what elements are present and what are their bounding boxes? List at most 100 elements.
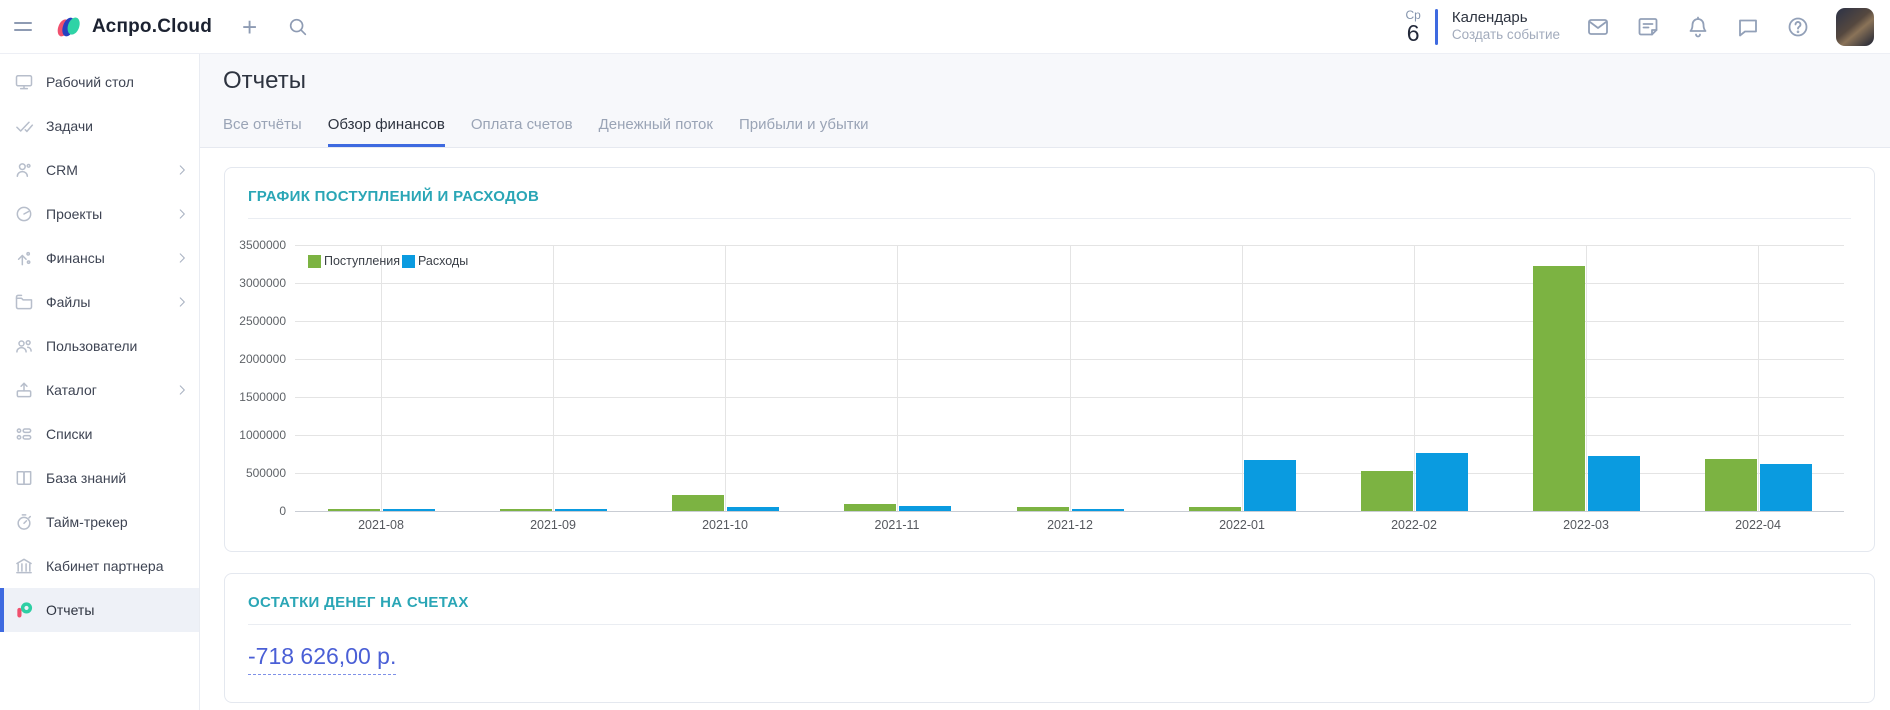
y-axis-tick-label: 2500000 — [239, 314, 286, 328]
bar-expense-2021-12[interactable] — [1072, 509, 1124, 511]
gridline-vertical — [1586, 245, 1587, 511]
gridline-horizontal — [295, 435, 1844, 436]
x-axis-tick-label: 2021-11 — [874, 518, 920, 532]
sidebar-item-catalog[interactable]: Каталог — [0, 368, 199, 412]
partner-icon — [14, 556, 34, 576]
topbar-left: Аспро.Cloud + — [14, 14, 309, 40]
tab-invoice-payment[interactable]: Оплата счетов — [470, 116, 573, 133]
desktop-icon — [14, 72, 34, 92]
topbar-right: Ср 6 Календарь Создать событие — [1406, 7, 1874, 46]
sidebar-item-crm[interactable]: CRM — [0, 148, 199, 192]
chart-card: ГРАФИК ПОСТУПЛЕНИЙ И РАСХОДОВ 3500000 300… — [224, 167, 1875, 552]
chevron-right-icon — [175, 383, 189, 397]
legend-swatch — [401, 254, 415, 268]
gridline-horizontal — [295, 397, 1844, 398]
sidebar: Рабочий стол Задачи CRM Проекты Финансы Файлы… — [0, 54, 200, 710]
chart-card-title: ГРАФИК ПОСТУПЛЕНИЙ И РАСХОДОВ — [248, 188, 540, 205]
legend-item-expense[interactable]: Расходы — [401, 254, 468, 268]
bar-expense-2022-04[interactable] — [1760, 464, 1812, 511]
shell: Рабочий стол Задачи CRM Проекты Финансы Файлы… — [0, 54, 1890, 710]
sidebar-item-label: Отчеты — [46, 602, 95, 618]
tab-profit-loss[interactable]: Прибыли и убытки — [738, 116, 869, 133]
y-axis-tick-label: 3500000 — [239, 238, 286, 252]
bar-income-2021-09[interactable] — [500, 509, 552, 511]
files-icon — [14, 292, 34, 312]
gridline-vertical — [553, 245, 554, 511]
user-avatar[interactable] — [1836, 7, 1874, 46]
gridline-vertical — [1758, 245, 1759, 511]
reports-icon — [14, 600, 34, 620]
balance-card-title: ОСТАТКИ ДЕНЕГ НА СЧЕТАХ — [248, 594, 469, 611]
tab-all-reports[interactable]: Все отчёты — [223, 116, 302, 133]
bar-expense-2022-02[interactable] — [1416, 453, 1468, 511]
sidebar-item-users[interactable]: Пользователи — [0, 324, 199, 368]
bar-expense-2022-03[interactable] — [1588, 456, 1640, 511]
sidebar-item-tasks[interactable]: Задачи — [0, 104, 199, 148]
gridline-horizontal — [295, 245, 1844, 246]
timer-icon — [14, 512, 34, 532]
legend-item-income[interactable]: Поступления — [308, 254, 400, 268]
tab-finance-overview[interactable]: Обзор финансов — [327, 116, 445, 147]
bar-expense-2021-10[interactable] — [727, 507, 779, 511]
brand-logo[interactable]: Аспро.Cloud — [54, 14, 212, 40]
legend-swatch — [308, 254, 321, 268]
lists-icon — [14, 424, 34, 444]
finance-icon — [14, 248, 34, 268]
bar-income-2021-10[interactable] — [672, 495, 724, 511]
sidebar-item-projects[interactable]: Проекты — [0, 192, 199, 236]
tab-cash-flow[interactable]: Денежный поток — [598, 116, 713, 133]
bar-income-2022-02[interactable] — [1361, 471, 1413, 511]
sidebar-item-label: Списки — [46, 426, 93, 442]
sidebar-item-knowledge[interactable]: База знаний — [0, 456, 199, 500]
add-icon[interactable]: + — [242, 11, 258, 42]
calendar-widget[interactable]: Календарь Создать событие — [1452, 9, 1560, 45]
sidebar-item-partner[interactable]: Кабинет партнера — [0, 544, 199, 588]
y-axis-tick-label: 0 — [279, 504, 286, 518]
bar-income-2021-12[interactable] — [1017, 507, 1069, 511]
bar-expense-2021-11[interactable] — [899, 506, 951, 511]
bar-income-2021-08[interactable] — [328, 509, 380, 511]
chevron-right-icon — [175, 207, 189, 221]
gridline-vertical — [381, 245, 382, 511]
x-axis-tick-label: 2021-10 — [702, 518, 748, 532]
y-axis-tick-label: 500000 — [245, 466, 286, 480]
bar-income-2022-01[interactable] — [1189, 507, 1241, 511]
bar-income-2022-04[interactable] — [1705, 459, 1757, 511]
calendar-title: Календарь — [1451, 8, 1528, 26]
account-balance-link[interactable]: -718 626,00 р. — [248, 643, 397, 675]
bar-expense-2021-08[interactable] — [383, 509, 435, 511]
knowledge-icon — [14, 468, 34, 488]
help-icon[interactable] — [1786, 15, 1810, 39]
sidebar-item-lists[interactable]: Списки — [0, 412, 199, 456]
chart-legend: Поступления Расходы — [308, 254, 470, 268]
calendar-create-event[interactable]: Создать событие — [1451, 27, 1560, 43]
y-axis-tick-label: 2000000 — [239, 352, 286, 366]
users-icon — [14, 336, 34, 356]
sidebar-item-finance[interactable]: Финансы — [0, 236, 199, 280]
income-expense-chart: 3500000 3000000 2500000 2000000 1500000 10000… — [239, 233, 1860, 545]
sidebar-item-timer[interactable]: Тайм-трекер — [0, 500, 199, 544]
bar-expense-2021-09[interactable] — [555, 509, 607, 511]
sidebar-item-label: Кабинет партнера — [46, 558, 164, 574]
gridline-vertical — [1070, 245, 1071, 511]
sidebar-item-reports[interactable]: Отчеты — [0, 588, 199, 632]
logo-icon — [54, 14, 84, 40]
bar-expense-2022-01[interactable] — [1244, 460, 1296, 511]
date-day: 6 — [1406, 19, 1420, 46]
notes-icon[interactable] — [1636, 15, 1660, 39]
sidebar-item-files[interactable]: Файлы — [0, 280, 199, 324]
tasks-icon — [14, 116, 34, 136]
bar-income-2021-11[interactable] — [844, 504, 896, 511]
chat-icon[interactable] — [1736, 15, 1760, 39]
search-icon[interactable] — [287, 16, 309, 38]
chevron-right-icon — [175, 251, 189, 265]
bar-income-2022-03[interactable] — [1533, 266, 1585, 511]
hamburger-menu-icon[interactable] — [14, 14, 40, 40]
sidebar-item-desktop[interactable]: Рабочий стол — [0, 60, 199, 104]
mail-icon[interactable] — [1586, 15, 1610, 39]
x-axis-tick-label: 2022-01 — [1219, 518, 1265, 532]
bell-icon[interactable] — [1686, 15, 1710, 39]
topbar-icon-group — [1586, 15, 1810, 39]
date-widget[interactable]: Ср 6 — [1406, 9, 1421, 45]
